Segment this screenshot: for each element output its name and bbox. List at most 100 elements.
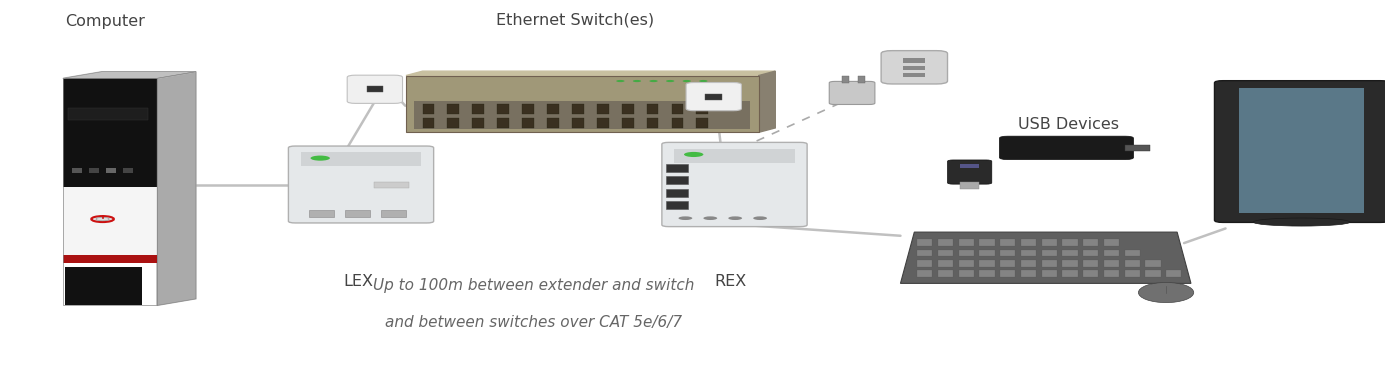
Bar (647, 118, 658, 128)
Bar (622, 104, 633, 114)
Bar (1290, 200, 1313, 222)
Bar (498, 104, 509, 114)
Bar (904, 73, 926, 77)
FancyBboxPatch shape (348, 75, 402, 103)
Bar (918, 239, 933, 246)
Circle shape (633, 80, 642, 82)
Bar (597, 104, 608, 114)
Bar (1001, 260, 1016, 266)
FancyBboxPatch shape (288, 146, 434, 223)
Polygon shape (758, 71, 775, 132)
Bar (696, 118, 708, 128)
FancyBboxPatch shape (686, 83, 742, 111)
Bar (547, 118, 559, 128)
Bar (1124, 250, 1139, 256)
Bar (1103, 270, 1119, 277)
Bar (374, 182, 409, 188)
Bar (1103, 239, 1119, 246)
Bar (667, 189, 689, 197)
Bar (667, 163, 689, 172)
Circle shape (310, 156, 330, 161)
FancyBboxPatch shape (829, 82, 875, 104)
Circle shape (91, 216, 114, 222)
Bar (68, 108, 148, 120)
Bar (448, 104, 459, 114)
Bar (1103, 250, 1119, 256)
Bar (960, 164, 980, 168)
Bar (1062, 270, 1077, 277)
Bar (448, 118, 459, 128)
Bar (64, 78, 157, 306)
Bar (1082, 270, 1098, 277)
Bar (1021, 260, 1037, 266)
FancyBboxPatch shape (663, 142, 807, 227)
FancyBboxPatch shape (881, 51, 948, 84)
Bar (918, 270, 933, 277)
Bar (64, 78, 157, 196)
Bar (414, 101, 750, 130)
Bar (65, 267, 143, 306)
Bar (960, 182, 980, 189)
Bar (675, 149, 794, 162)
Bar (406, 76, 758, 132)
Bar (123, 168, 133, 173)
Bar (904, 58, 926, 63)
Bar (647, 104, 658, 114)
Bar (1062, 250, 1077, 256)
Polygon shape (64, 72, 195, 78)
Bar (381, 210, 406, 217)
Bar (572, 104, 584, 114)
Bar (1062, 239, 1077, 246)
Bar (1103, 260, 1119, 266)
Circle shape (685, 152, 703, 157)
Bar (1001, 270, 1016, 277)
Bar (1041, 270, 1056, 277)
Bar (959, 270, 974, 277)
Bar (959, 250, 974, 256)
Bar (473, 104, 484, 114)
Bar (1239, 88, 1364, 213)
Bar (90, 168, 98, 173)
FancyBboxPatch shape (948, 160, 992, 184)
Circle shape (753, 216, 766, 220)
Text: Up to 100m between extender and switch: Up to 100m between extender and switch (373, 278, 694, 293)
Bar (64, 187, 157, 255)
Polygon shape (901, 232, 1191, 283)
Polygon shape (406, 71, 775, 76)
Bar (980, 239, 995, 246)
Bar (366, 86, 383, 92)
Bar (547, 104, 559, 114)
Bar (843, 76, 850, 83)
Bar (301, 152, 421, 166)
Bar (980, 250, 995, 256)
Text: USB Devices: USB Devices (1019, 117, 1119, 132)
Circle shape (683, 80, 692, 82)
Bar (1166, 270, 1181, 277)
Bar (523, 104, 534, 114)
Bar (1041, 250, 1056, 256)
Bar (1082, 239, 1098, 246)
Bar (918, 260, 933, 266)
Bar (1001, 250, 1016, 256)
Bar (597, 118, 608, 128)
Bar (959, 260, 974, 266)
Bar (938, 250, 954, 256)
Bar (572, 118, 584, 128)
Bar (1041, 239, 1056, 246)
Bar (938, 270, 954, 277)
Bar (1021, 270, 1037, 277)
Bar (980, 270, 995, 277)
Bar (1001, 239, 1016, 246)
Bar (1124, 260, 1139, 266)
Circle shape (703, 216, 717, 220)
Bar (858, 76, 865, 83)
Circle shape (650, 80, 658, 82)
Bar (64, 255, 157, 263)
Text: LEX: LEX (344, 274, 373, 289)
Bar (345, 210, 370, 217)
Bar (1062, 260, 1077, 266)
Bar (938, 260, 954, 266)
Polygon shape (157, 72, 195, 306)
Bar (904, 66, 926, 70)
Bar (696, 104, 708, 114)
